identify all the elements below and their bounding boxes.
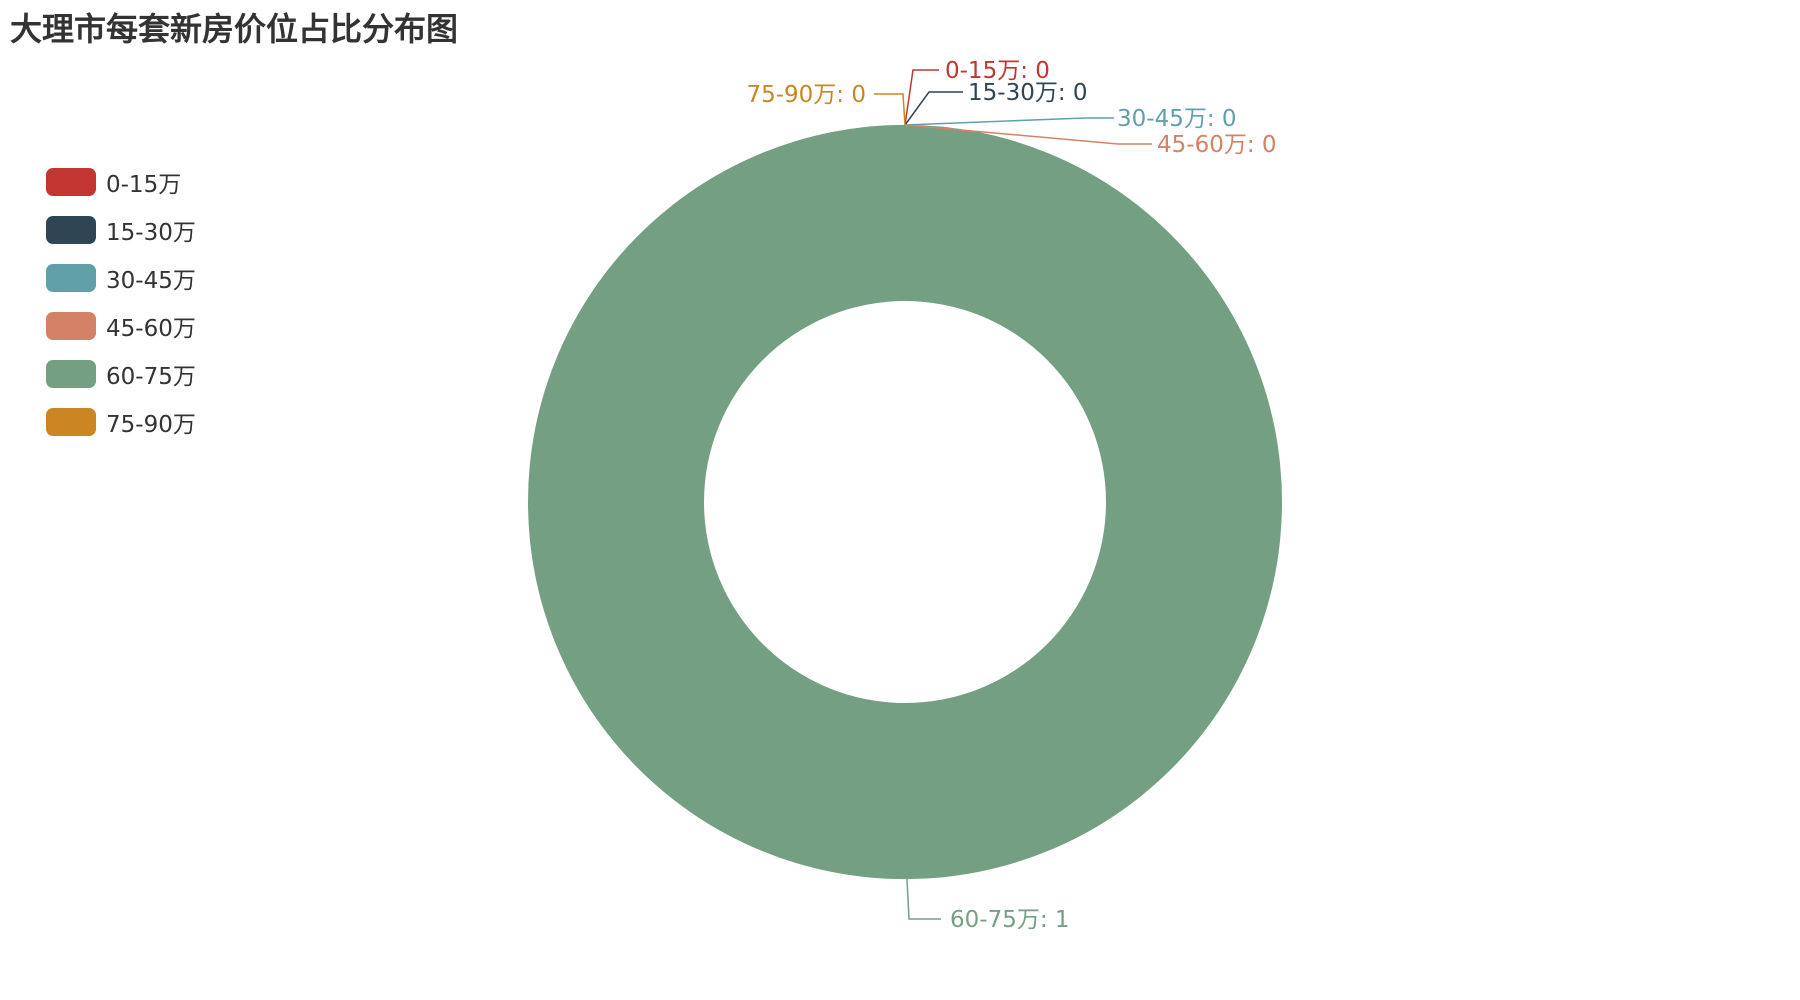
legend-swatch: [46, 408, 96, 436]
legend-item-15-30[interactable]: 15-30万: [46, 206, 196, 254]
chart-title: 大理市每套新房价位占比分布图: [10, 10, 459, 48]
legend-label: 15-30万: [106, 220, 196, 246]
leader-line-60-75: [906, 878, 941, 920]
legend: 0-15万 15-30万 30-45万 45-60万 60-75万 75-90万: [46, 158, 196, 446]
legend-label: 0-15万: [106, 172, 182, 198]
leader-line-0-15: [904, 69, 939, 126]
label-leader-lines: [874, 69, 1152, 920]
slice-label-30-45: 30-45万: 0: [1117, 106, 1237, 132]
leader-line-75-90: [874, 93, 906, 126]
legend-item-30-45[interactable]: 30-45万: [46, 254, 196, 302]
legend-item-60-75[interactable]: 60-75万: [46, 350, 196, 398]
slice-label-75-90: 75-90万: 0: [746, 82, 866, 108]
legend-label: 75-90万: [106, 412, 196, 438]
leader-line-30-45: [904, 117, 1114, 126]
slice-label-45-60: 45-60万: 0: [1157, 132, 1277, 158]
slice-labels: 0-15万: 015-30万: 0 30-45万: 045-60万: 0 60-75…: [746, 58, 1276, 933]
legend-label: 60-75万: [106, 364, 196, 390]
slice-label-15-30: 15-30万: 0: [968, 80, 1088, 106]
legend-swatch: [46, 360, 96, 388]
legend-label: 45-60万: [106, 316, 196, 342]
legend-swatch: [46, 168, 96, 196]
legend-swatch: [46, 216, 96, 244]
legend-item-75-90[interactable]: 75-90万: [46, 398, 196, 446]
leader-line-15-30: [904, 91, 963, 126]
legend-item-45-60[interactable]: 45-60万: [46, 302, 196, 350]
slice-label-0-15: 0-15万: 0: [945, 58, 1050, 84]
legend-item-0-15[interactable]: 0-15万: [46, 158, 196, 206]
slice-label-60-75: 60-75万: 1: [950, 907, 1070, 933]
legend-label: 30-45万: [106, 268, 196, 294]
legend-swatch: [46, 312, 96, 340]
leader-line-45-60: [904, 124, 1152, 145]
legend-swatch: [46, 264, 96, 292]
slice-60-75[interactable]: [527, 124, 1282, 880]
donut-slices: [527, 124, 1282, 880]
